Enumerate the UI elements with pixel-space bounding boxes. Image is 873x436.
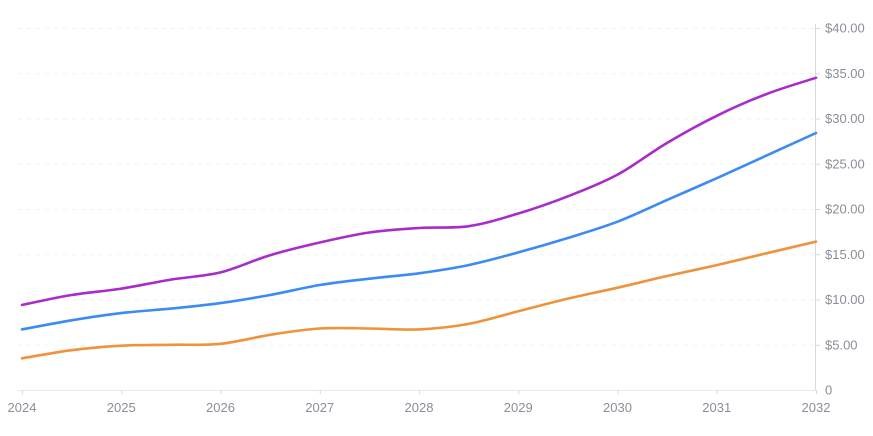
x-tick-label-2026: 2026 [206, 400, 235, 415]
blue-line-mid-forecast [20, 131, 818, 331]
y-tick-label-35: $35.00 [825, 66, 865, 81]
y-tick-label-40: $40.00 [825, 21, 865, 36]
x-tick-label-2027: 2027 [305, 400, 334, 415]
y-tick-label-10: $10.00 [825, 292, 865, 307]
x-tick-label-2032: 2032 [802, 400, 831, 415]
y-tick-label-5: $5.00 [825, 337, 858, 352]
y-tick-label-30: $30.00 [825, 111, 865, 126]
x-tick-label-2028: 2028 [405, 400, 434, 415]
orange-line-low-forecast [20, 240, 818, 360]
y-tick-label-25: $25.00 [825, 156, 865, 171]
y-tick-label-20: $20.00 [825, 202, 865, 217]
x-tick-label-2025: 2025 [107, 400, 136, 415]
purple-line-high-forecast [20, 76, 818, 307]
x-tick-label-2030: 2030 [603, 400, 632, 415]
y-tick-label-0: 0 [825, 383, 832, 398]
x-tick-label-2029: 2029 [504, 400, 533, 415]
x-tick-label-2031: 2031 [702, 400, 731, 415]
y-tick-label-15: $15.00 [825, 247, 865, 262]
x-tick-label-2024: 2024 [8, 400, 37, 415]
